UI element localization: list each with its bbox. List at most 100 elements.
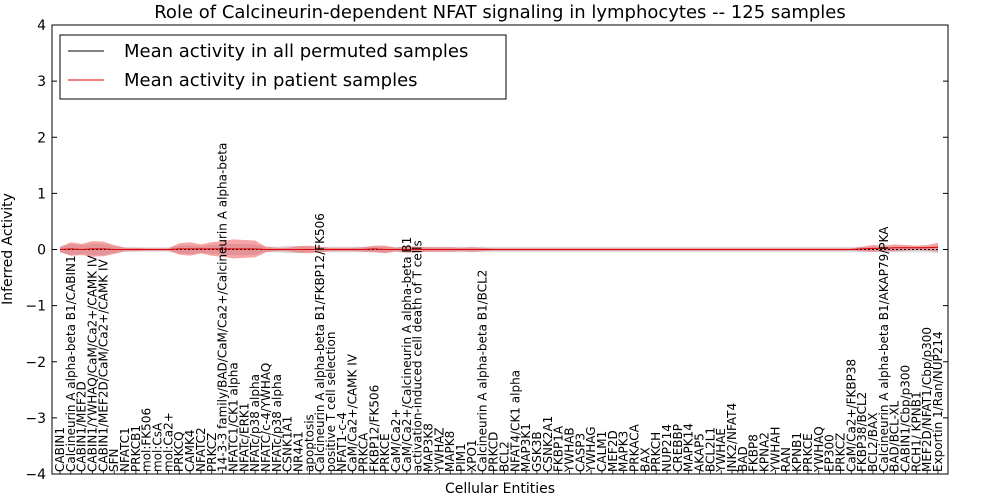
legend-box xyxy=(59,34,507,100)
x-category-label: BAX xyxy=(638,447,652,472)
x-category-label: PRKCZ xyxy=(205,433,219,472)
y-tick-label: −1 xyxy=(25,299,46,315)
x-category-label: Calcineurin A alpha-beta B1/FKBP12/FK506 xyxy=(313,213,327,472)
x-category-label: PRKCQ xyxy=(172,431,186,472)
x-category-label: YWHAG xyxy=(584,426,598,473)
x-category-label: EP300 xyxy=(823,434,837,472)
x-category-label: MAPK8 xyxy=(443,431,457,472)
legend-label-patient: Mean activity in patient samples xyxy=(124,70,418,91)
x-category-label: CREBBP xyxy=(671,424,685,472)
x-category-label: AKAP5 xyxy=(693,433,707,472)
x-category-label: CABIN1/YWHAQ/CaM/Ca2+/CAMK IV xyxy=(86,255,100,472)
y-axis-title: Inferred Activity xyxy=(0,193,16,305)
x-category-label: activation-induced cell death of T cells xyxy=(411,240,425,472)
x-category-label: YWHAH xyxy=(768,427,782,473)
x-category-label: mol:FK506 xyxy=(140,408,154,472)
x-category-label: GSK3B xyxy=(530,431,544,472)
y-tick-label: 0 xyxy=(37,243,46,259)
x-category-label: PRKCE xyxy=(801,433,815,472)
x-category-label: NFAT1-c-4 xyxy=(335,412,349,472)
x-category-label: NFATC/c-4/YWHAQ xyxy=(259,363,273,472)
x-category-label: KPNB1 xyxy=(790,432,804,472)
x-category-label: CaM/Ca2+ xyxy=(389,408,403,472)
x-category-label: mol:CsA xyxy=(151,422,165,472)
x-category-label: CaM/Ca2+/FKBP38 xyxy=(844,359,858,472)
x-category-label: NUP214 xyxy=(660,424,674,472)
x-category-label: PRKCD xyxy=(487,432,501,472)
x-category-label: NFATc/ERK1 xyxy=(237,403,251,472)
x-category-label: BCL2 xyxy=(497,441,511,472)
x-category-label: CSNK1A1 xyxy=(281,416,295,472)
x-category-label: NFATC2 xyxy=(194,427,208,472)
x-category-label: MEF2D/NFAT1/Cbp/p300 xyxy=(920,327,934,472)
x-category-label: NFATC1 xyxy=(118,427,132,472)
y-tick-label: 4 xyxy=(37,18,46,34)
plot-area xyxy=(59,239,939,259)
y-tick-label: −3 xyxy=(25,411,46,427)
x-category-label: BCL2L1 xyxy=(703,427,717,472)
chart-title: Role of Calcineurin-dependent NFAT signa… xyxy=(154,2,846,23)
x-category-label: PRKCB1 xyxy=(129,425,143,472)
y-tick-label: −4 xyxy=(25,467,46,483)
x-category-label: MAPK14 xyxy=(682,423,696,472)
x-category-label: NFAT4/CK1 alpha xyxy=(508,370,522,472)
x-category-label: Calcineurin A alpha-beta B1/BCL2 xyxy=(476,270,490,472)
x-category-label: BAD xyxy=(736,446,750,472)
x-category-label: YWHAQ xyxy=(812,426,826,473)
x-category-label: CABIN1/MEF2D xyxy=(75,381,89,472)
x-category-label: PRKCE xyxy=(378,433,392,472)
x-category-label: SFN xyxy=(107,449,121,473)
x-category-label: Exportin 1/Ran/NUP214 xyxy=(931,331,945,472)
legend: Mean activity in all permuted samples Me… xyxy=(59,34,507,100)
x-category-label: NFATC1/CK1 alpha xyxy=(226,362,240,472)
x-category-label: RAN xyxy=(779,447,793,472)
x-category-label: Calcineurin A alpha-beta B1/CABIN1 xyxy=(64,255,78,472)
x-category-label: positive T cell selection xyxy=(324,332,338,472)
x-category-label: mol:Ca2+ xyxy=(161,412,175,472)
x-category-label: CSNK2A1 xyxy=(541,416,555,472)
y-tick-label: 3 xyxy=(37,74,46,90)
x-category-label: PRKACA xyxy=(628,423,642,472)
x-category-label: CASP3 xyxy=(573,433,587,472)
x-category-label: Calcineurin A alpha-beta B1/AKAP79/PKA xyxy=(877,226,891,472)
patient-activity-band xyxy=(60,239,938,259)
x-category-label: MAP3K8 xyxy=(422,423,436,472)
legend-label-permuted: Mean activity in all permuted samples xyxy=(124,41,468,62)
x-category-label: RCH1/ KPNB1 xyxy=(909,391,923,472)
y-tick-label: −2 xyxy=(25,355,46,371)
x-category-label: CABIN1 xyxy=(53,427,67,472)
x-category-label: BCL2/BAX xyxy=(866,413,880,472)
x-category-label: PIM1 xyxy=(454,443,468,472)
x-category-label: CaM/Ca2+/Calcineurin A alpha-beta B1 xyxy=(400,237,414,472)
y-tick-label: 2 xyxy=(37,130,46,146)
x-category-label: MAP3K1 xyxy=(519,423,533,472)
x-category-label: CALM1 xyxy=(595,431,609,472)
y-tick-label: 1 xyxy=(37,186,46,202)
x-category-label: apoptosis xyxy=(302,414,316,472)
x-category-label: PRKCH xyxy=(649,432,663,472)
x-category-label: CaM/Ca2+/CAMK IV xyxy=(346,353,360,472)
x-category-label: PRKCA xyxy=(357,432,371,472)
x-category-label: KPNA2 xyxy=(758,432,772,472)
x-category-label: MEF2D xyxy=(606,430,620,472)
x-category-label: CAMK4 xyxy=(183,430,197,472)
x-category-label: NFATc/p38 alpha xyxy=(270,374,284,472)
x-category-label: PRKCZ xyxy=(833,433,847,472)
x-category-label: BAD/BCL-XL xyxy=(888,400,902,472)
patient-mean-line xyxy=(59,246,939,251)
x-category-label: MAPK3 xyxy=(617,431,631,472)
x-category-label: CABIN1/MEF2D/CaM/Ca2+/CAMK IV xyxy=(96,258,110,472)
x-category-label: YWHAZ xyxy=(432,427,446,473)
x-category-label: 14-3-3 family/BAD/CaM/Ca2+/Calcineurin A… xyxy=(216,143,230,472)
x-category-label: FKBP1A xyxy=(552,425,566,472)
x-category-label: FKBP12/FK506 xyxy=(367,385,381,472)
y-axis: −4 −3 −2 −1 0 1 2 3 4 xyxy=(25,18,948,483)
x-category-label: FKBP8 xyxy=(747,434,761,472)
x-category-label: CABIN1/Cbp/p300 xyxy=(899,365,913,472)
x-category-label: YWHAE xyxy=(714,428,728,473)
x-category-label: NR4A1 xyxy=(292,431,306,472)
x-category-label: NFATc/p38 alpha xyxy=(248,374,262,472)
x-category-label: XPO1 xyxy=(465,439,479,472)
